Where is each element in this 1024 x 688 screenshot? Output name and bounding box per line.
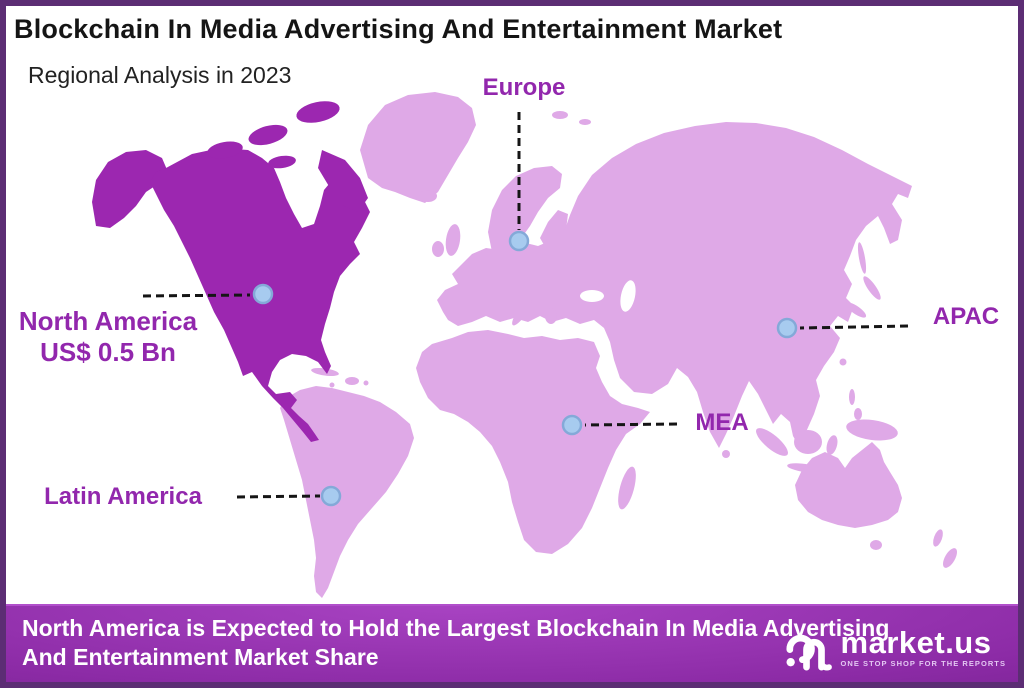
continents-light [280, 92, 957, 598]
logo-tagline: ONE STOP SHOP FOR THE REPORTS [840, 659, 1006, 668]
marker-north-america [252, 283, 274, 305]
marker-europe [508, 230, 530, 252]
label-north-america: North America US$ 0.5 Bn [19, 306, 197, 368]
leader-line-apac [799, 324, 909, 330]
marker-apac [776, 317, 798, 339]
label-mea: MEA [695, 409, 749, 436]
label-latin-america: Latin America [44, 483, 202, 510]
leader-line-latin-america [236, 494, 321, 499]
marketus-logo: market.us ONE STOP SHOP FOR THE REPORTS [784, 623, 1006, 673]
label-north-america-value: US$ 0.5 Bn [40, 337, 176, 367]
marketus-logo-icon [786, 634, 832, 671]
page-subtitle: Regional Analysis in 2023 [28, 62, 292, 88]
marker-latin-america [320, 485, 342, 507]
leader-line-north-america [142, 293, 251, 298]
label-europe: Europe [482, 74, 566, 101]
bottom-banner: North America is Expected to Hold the La… [6, 604, 1018, 682]
logo-name: market.us [840, 625, 992, 660]
region-markers [252, 230, 798, 507]
label-apac: APAC [932, 303, 1000, 330]
banner-text: North America is Expected to Hold the La… [22, 615, 890, 670]
leader-lines [142, 112, 909, 499]
marker-mea [561, 414, 583, 436]
label-north-america-name: North America [18, 306, 198, 336]
leader-line-mea [584, 422, 678, 427]
page-title: Blockchain In Media Advertising And Ente… [14, 14, 783, 44]
